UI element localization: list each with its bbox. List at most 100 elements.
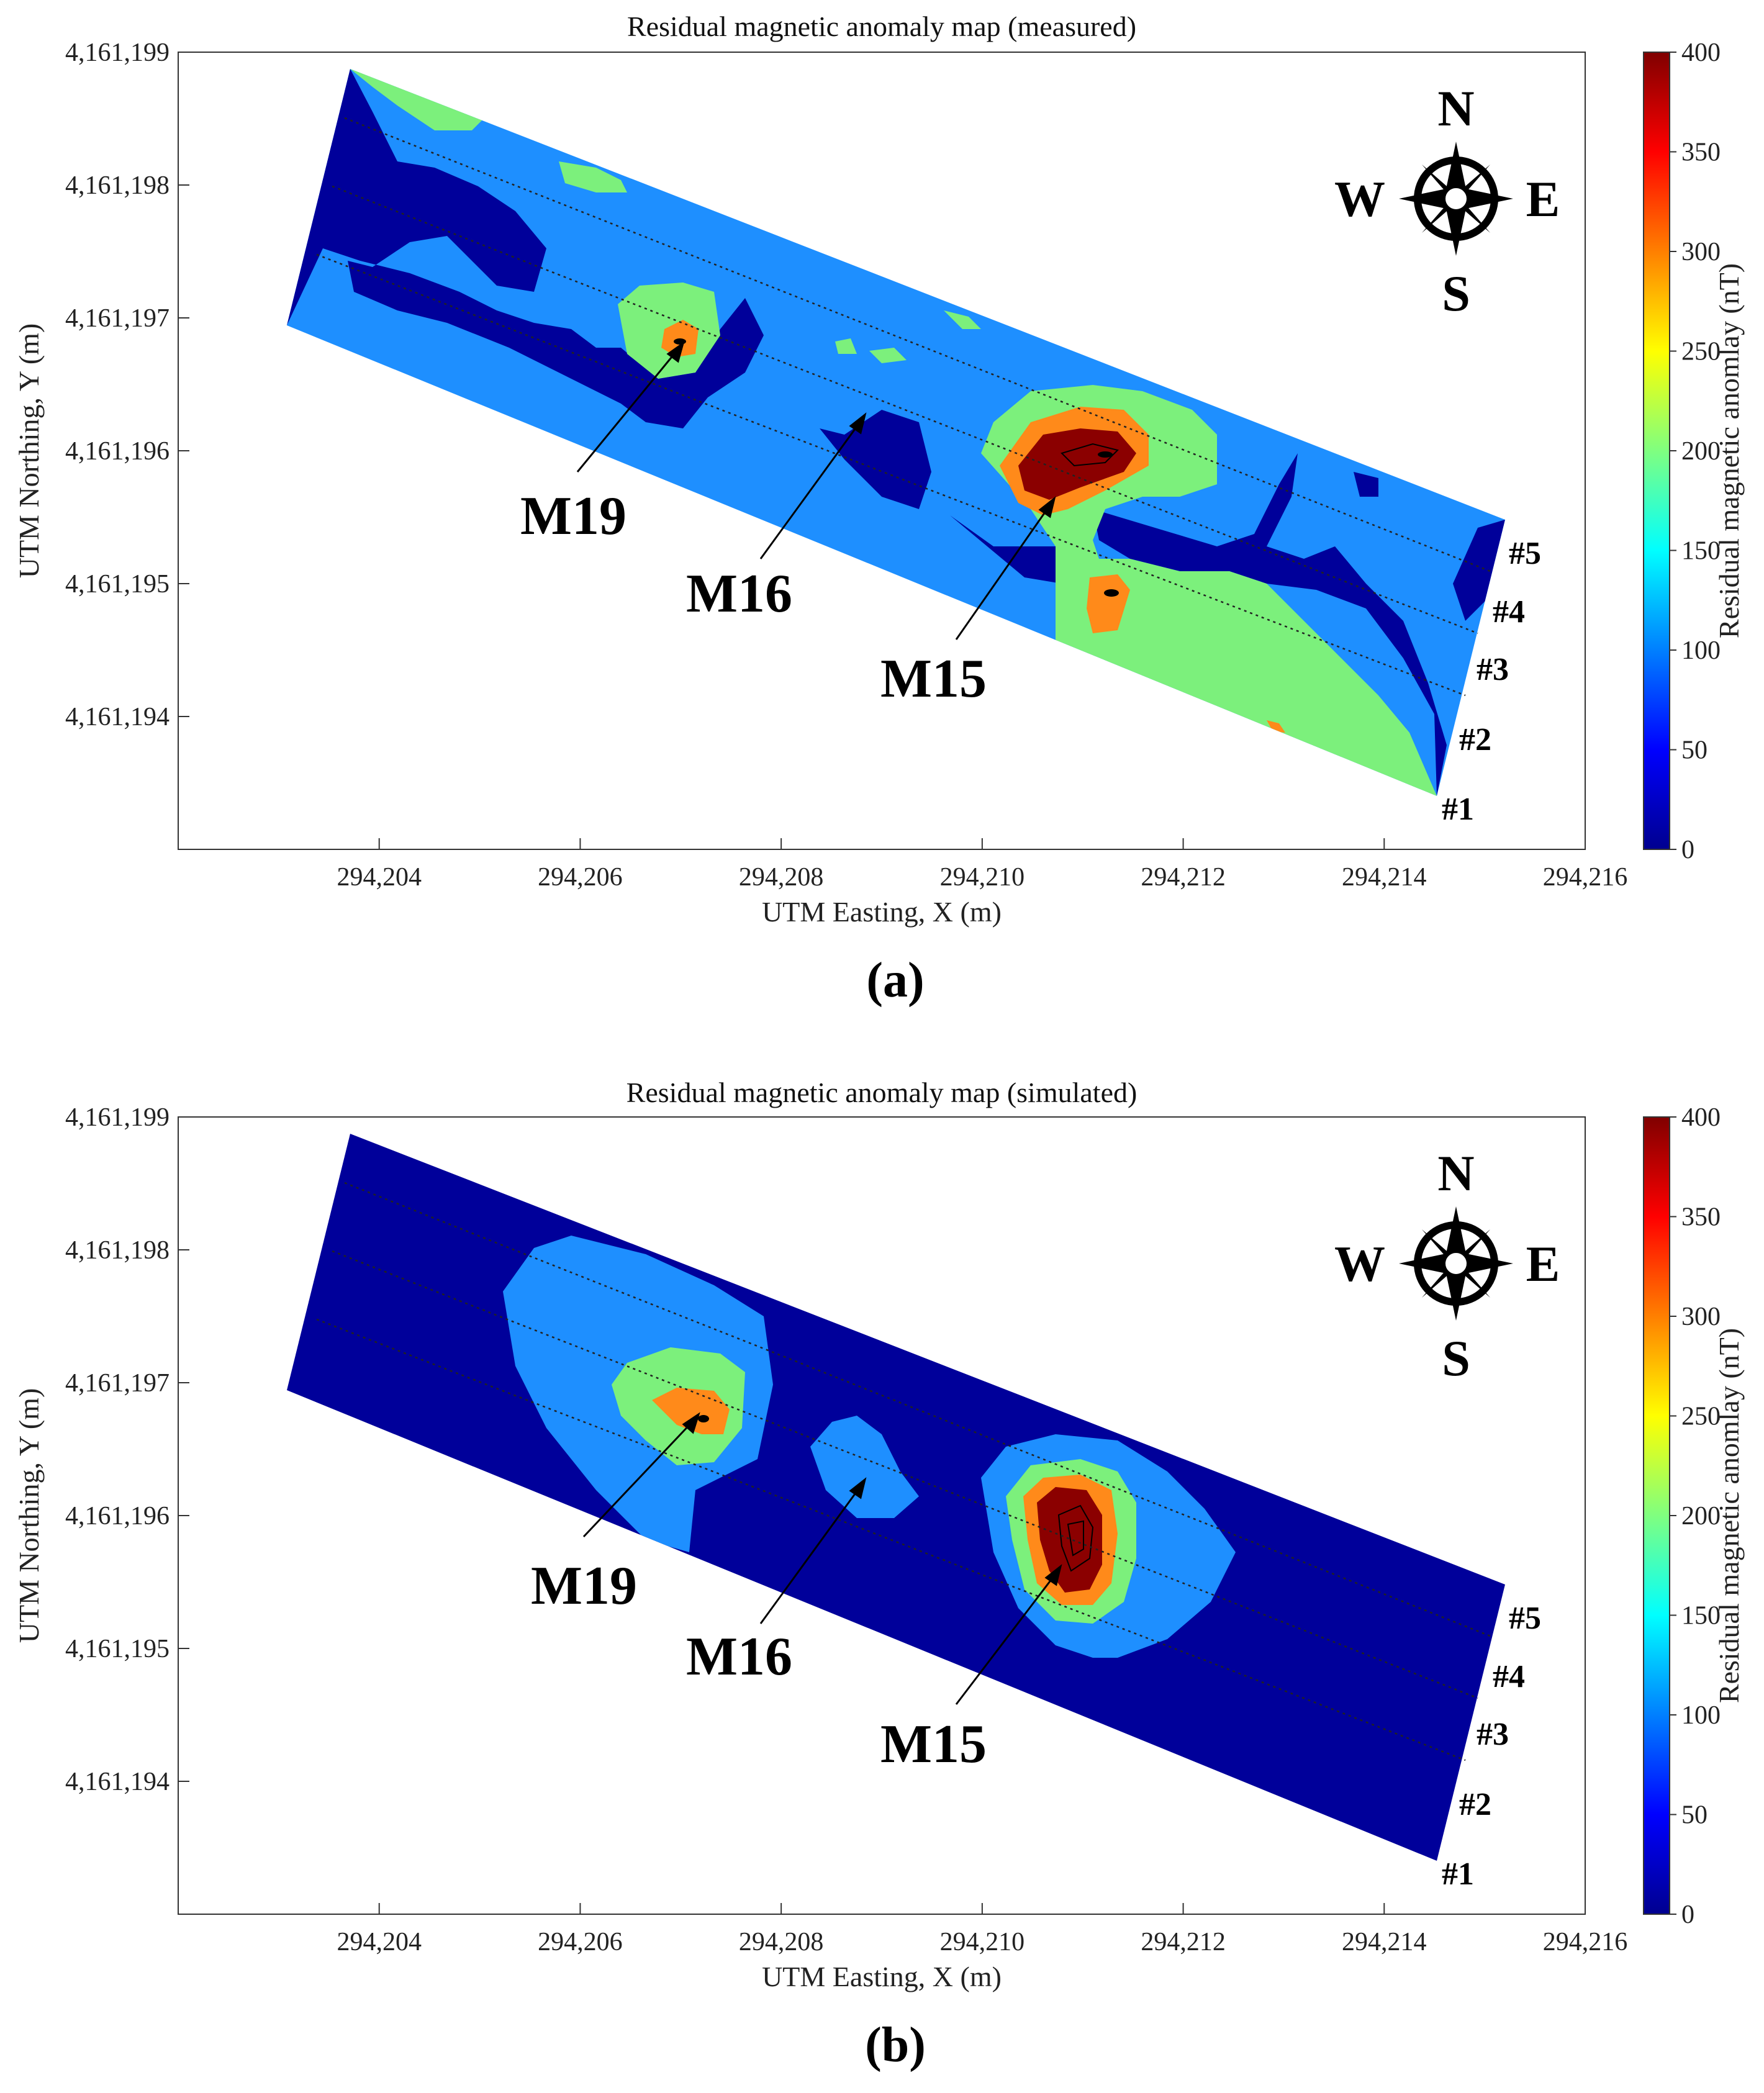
compass-w: W bbox=[1334, 1236, 1385, 1292]
line-label-3: #3 bbox=[1477, 1717, 1509, 1752]
survey-line bbox=[316, 253, 1466, 697]
contour-line bbox=[1057, 1504, 1094, 1572]
survey-line bbox=[344, 117, 1491, 572]
survey-lines bbox=[316, 117, 1491, 697]
y-tick-label: 4,161,199 bbox=[65, 38, 170, 67]
low-region bbox=[287, 69, 764, 428]
low-region bbox=[820, 410, 931, 509]
compass-rose: N S W E bbox=[1334, 80, 1560, 322]
colorbar-label: Residual magnetic anomlay (nT) bbox=[1713, 1328, 1745, 1703]
colorbar-tick-label: 100 bbox=[1681, 636, 1721, 665]
arrowhead-icon bbox=[1038, 496, 1056, 518]
x-tick-label: 294,206 bbox=[538, 1928, 623, 1956]
panel-b-xlabel: UTM Easting, X (m) bbox=[762, 1961, 1002, 1992]
label-m16: M16 bbox=[686, 1627, 792, 1687]
panel-a-colorbar-ticks: 0 50 100 150 200 250 300 350 400 bbox=[1670, 38, 1721, 864]
mid-region bbox=[559, 161, 627, 192]
y-tick-label: 4,161,194 bbox=[65, 703, 170, 731]
panel-b-ylabel: UTM Northing, Y (m) bbox=[13, 1388, 45, 1643]
colorbar bbox=[1643, 52, 1670, 850]
peak-dot bbox=[1098, 451, 1113, 458]
panel-a-xlabel: UTM Easting, X (m) bbox=[762, 896, 1002, 928]
panel-b-colorbar-ticks: 0 50 100 150 200 250 300 350 400 bbox=[1670, 1103, 1721, 1929]
label-m15: M15 bbox=[880, 1714, 987, 1774]
callout-arrow bbox=[955, 505, 1051, 640]
panel-a-title: Residual magnetic anomaly map (measured) bbox=[627, 11, 1136, 42]
y-tick-label: 4,161,198 bbox=[65, 1236, 170, 1265]
panel-a: Residual magnetic anomaly map (measured)… bbox=[13, 11, 1745, 1008]
panel-a-label: (a) bbox=[866, 953, 924, 1008]
mid-region bbox=[835, 338, 857, 354]
low-region bbox=[1354, 472, 1378, 497]
anomaly-fills bbox=[503, 1236, 1236, 1658]
colorbar-tick-label: 250 bbox=[1681, 1403, 1721, 1431]
low-region bbox=[1093, 453, 1447, 796]
survey-line bbox=[332, 185, 1478, 635]
line-label-5: #5 bbox=[1509, 1601, 1541, 1636]
y-tick-label: 4,161,196 bbox=[65, 1502, 170, 1530]
colorbar-tick-label: 350 bbox=[1681, 1203, 1721, 1232]
colorbar-tick-label: 100 bbox=[1681, 1701, 1721, 1730]
survey-lines bbox=[316, 1182, 1491, 1761]
colorbar-tick-label: 200 bbox=[1681, 1502, 1721, 1530]
line-label-2: #2 bbox=[1459, 722, 1491, 757]
x-tick-label: 294,208 bbox=[739, 1928, 824, 1956]
high-region bbox=[1087, 574, 1130, 633]
colorbar-label: Residual magnetic anomlay (nT) bbox=[1713, 263, 1745, 638]
x-tick-label: 294,210 bbox=[940, 1928, 1025, 1956]
compass-n: N bbox=[1437, 1145, 1474, 1201]
callout-arrow bbox=[582, 1421, 694, 1538]
compass-rose: N S W E bbox=[1334, 1145, 1560, 1386]
survey-line-labels: #1 #2 #3 #4 #5 bbox=[1442, 1601, 1541, 1892]
line-label-1: #1 bbox=[1442, 1856, 1474, 1892]
panel-a-ticks: 294,204 294,206 294,208 294,210 294,212 294,2… bbox=[65, 38, 1627, 892]
compass-w: W bbox=[1334, 171, 1385, 227]
compass-e: E bbox=[1526, 171, 1560, 227]
compass-e: E bbox=[1526, 1236, 1560, 1292]
x-tick-label: 294,214 bbox=[1342, 1928, 1427, 1956]
colorbar-tick-label: 0 bbox=[1681, 1901, 1694, 1929]
colorbar-tick-label: 300 bbox=[1681, 238, 1721, 266]
x-tick-label: 294,208 bbox=[739, 863, 824, 892]
compass-s: S bbox=[1442, 265, 1470, 322]
mid-region bbox=[869, 348, 907, 363]
high-region bbox=[1267, 720, 1285, 733]
x-tick-label: 294,210 bbox=[940, 863, 1025, 892]
compass-icon bbox=[1399, 142, 1513, 256]
mid-region bbox=[944, 310, 981, 329]
colorbar-tick-label: 250 bbox=[1681, 338, 1721, 366]
colorbar-tick-label: 400 bbox=[1681, 1103, 1721, 1132]
y-tick-label: 4,161,194 bbox=[65, 1768, 170, 1796]
contour-line bbox=[1067, 1520, 1084, 1557]
x-tick-label: 294,206 bbox=[538, 863, 623, 892]
label-m15: M15 bbox=[880, 649, 987, 709]
colorbar-tick-label: 400 bbox=[1681, 38, 1721, 67]
arrowhead-icon bbox=[666, 341, 685, 363]
colorbar-tick-label: 150 bbox=[1681, 537, 1721, 566]
colorbar-tick-label: 350 bbox=[1681, 138, 1721, 167]
y-tick-label: 4,161,197 bbox=[65, 304, 170, 333]
colorbar bbox=[1643, 1116, 1670, 1915]
x-tick-label: 294,204 bbox=[337, 1928, 422, 1956]
arrowhead-icon bbox=[1044, 1564, 1062, 1586]
callout-arrow bbox=[759, 422, 861, 559]
line-label-3: #3 bbox=[1477, 652, 1509, 687]
x-tick-label: 294,216 bbox=[1543, 863, 1628, 892]
x-tick-label: 294,212 bbox=[1141, 1928, 1226, 1956]
callout-arrow bbox=[955, 1573, 1057, 1705]
survey-line bbox=[344, 1182, 1491, 1637]
peak-dot bbox=[698, 1415, 709, 1422]
line-label-5: #5 bbox=[1509, 536, 1541, 571]
line-label-2: #2 bbox=[1459, 1787, 1491, 1822]
colorbar-tick-label: 50 bbox=[1681, 1801, 1707, 1830]
mid-low-region bbox=[810, 1416, 919, 1518]
survey-line bbox=[316, 1318, 1466, 1761]
compass-icon bbox=[1399, 1206, 1513, 1321]
line-label-4: #4 bbox=[1493, 1659, 1525, 1694]
label-m19: M19 bbox=[531, 1556, 637, 1616]
line-label-1: #1 bbox=[1442, 792, 1474, 827]
callout-arrow bbox=[759, 1486, 861, 1624]
panel-b-label: (b) bbox=[865, 2018, 926, 2073]
x-tick-label: 294,204 bbox=[337, 863, 422, 892]
label-m19: M19 bbox=[520, 486, 626, 546]
